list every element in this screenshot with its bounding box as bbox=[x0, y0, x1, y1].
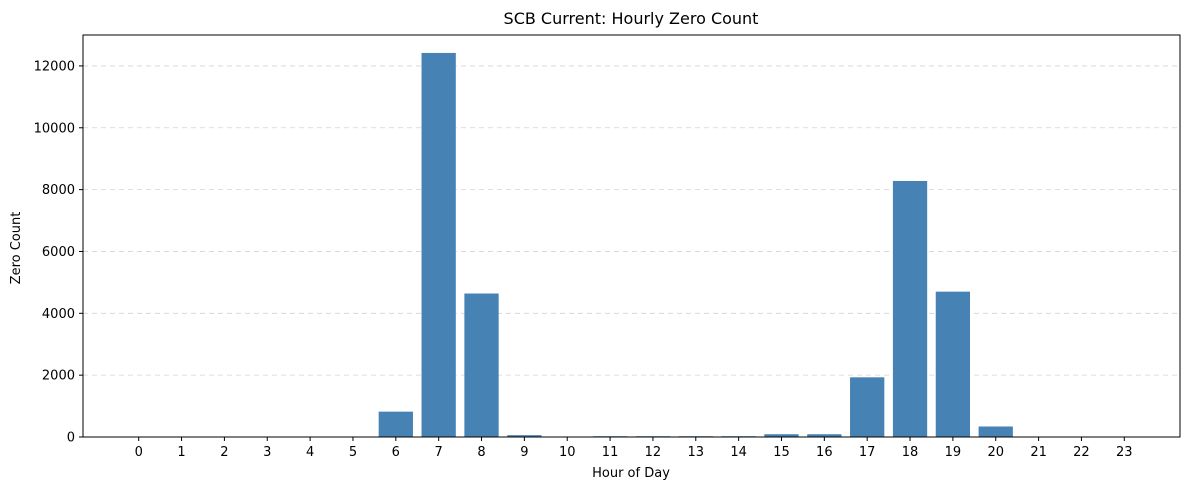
x-tick-label: 16 bbox=[816, 445, 833, 460]
x-axis-ticks: 0 1 2 3 4 5 6 7 8 9 10 11 12 13 14 15 16 17 18 19 20 21 22 23 bbox=[135, 437, 1133, 460]
x-tick-label: 12 bbox=[645, 445, 662, 460]
y-tick-label: 10000 bbox=[34, 121, 75, 136]
x-tick-label: 6 bbox=[392, 445, 400, 460]
bar-hour-19 bbox=[935, 291, 971, 437]
x-tick-label: 5 bbox=[349, 445, 357, 460]
x-tick-label: 9 bbox=[520, 445, 528, 460]
x-tick-label: 0 bbox=[135, 445, 143, 460]
x-tick-label: 13 bbox=[688, 445, 705, 460]
bar-hour-8 bbox=[464, 293, 499, 437]
bar-hour-18 bbox=[892, 180, 928, 438]
x-tick-label: 19 bbox=[945, 445, 962, 460]
x-tick-label: 17 bbox=[859, 445, 876, 460]
x-tick-label: 11 bbox=[602, 445, 619, 460]
y-tick-label: 2000 bbox=[42, 369, 75, 384]
bar-hour-7 bbox=[421, 52, 456, 437]
x-tick-label: 15 bbox=[773, 445, 790, 460]
x-tick-label: 1 bbox=[177, 445, 185, 460]
x-tick-label: 7 bbox=[435, 445, 443, 460]
y-axis-ticks: 0 2000 4000 6000 8000 10000 12000 bbox=[34, 59, 83, 446]
x-tick-label: 18 bbox=[902, 445, 919, 460]
grid-lines bbox=[83, 65, 1180, 376]
bar-hour-6 bbox=[378, 411, 413, 437]
bar-hour-15 bbox=[764, 434, 799, 437]
bar-hour-9 bbox=[507, 435, 542, 437]
chart-title: SCB Current: Hourly Zero Count bbox=[504, 9, 759, 28]
bar-hour-17 bbox=[850, 377, 885, 437]
y-tick-label: 0 bbox=[67, 431, 75, 446]
x-tick-label: 2 bbox=[220, 445, 228, 460]
x-tick-label: 10 bbox=[559, 445, 576, 460]
bar-hour-16 bbox=[807, 434, 842, 437]
x-tick-label: 8 bbox=[477, 445, 485, 460]
y-tick-label: 12000 bbox=[34, 59, 75, 74]
x-tick-label: 4 bbox=[306, 445, 314, 460]
y-tick-label: 8000 bbox=[42, 183, 75, 198]
x-tick-label: 20 bbox=[987, 445, 1004, 460]
y-tick-label: 4000 bbox=[42, 307, 75, 322]
x-tick-label: 22 bbox=[1073, 445, 1090, 460]
x-tick-label: 14 bbox=[730, 445, 747, 460]
x-tick-label: 23 bbox=[1116, 445, 1133, 460]
plot-frame bbox=[82, 34, 1181, 438]
x-tick-label: 3 bbox=[263, 445, 271, 460]
x-axis-label: Hour of Day bbox=[592, 466, 670, 481]
x-tick-label: 21 bbox=[1030, 445, 1047, 460]
y-tick-label: 6000 bbox=[42, 245, 75, 260]
bars bbox=[378, 52, 1013, 438]
y-axis-label: Zero Count bbox=[9, 212, 24, 285]
bar-hour-20 bbox=[978, 426, 1013, 437]
